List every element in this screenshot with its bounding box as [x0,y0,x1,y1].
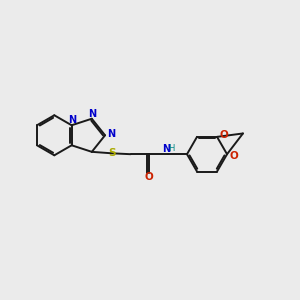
Text: H: H [169,143,175,152]
Text: O: O [219,130,228,140]
Text: O: O [229,151,238,161]
Text: N: N [162,144,170,154]
Text: S: S [108,148,116,158]
Text: N: N [107,129,116,139]
Text: O: O [145,172,154,182]
Text: N: N [88,109,96,119]
Text: N: N [68,115,76,125]
